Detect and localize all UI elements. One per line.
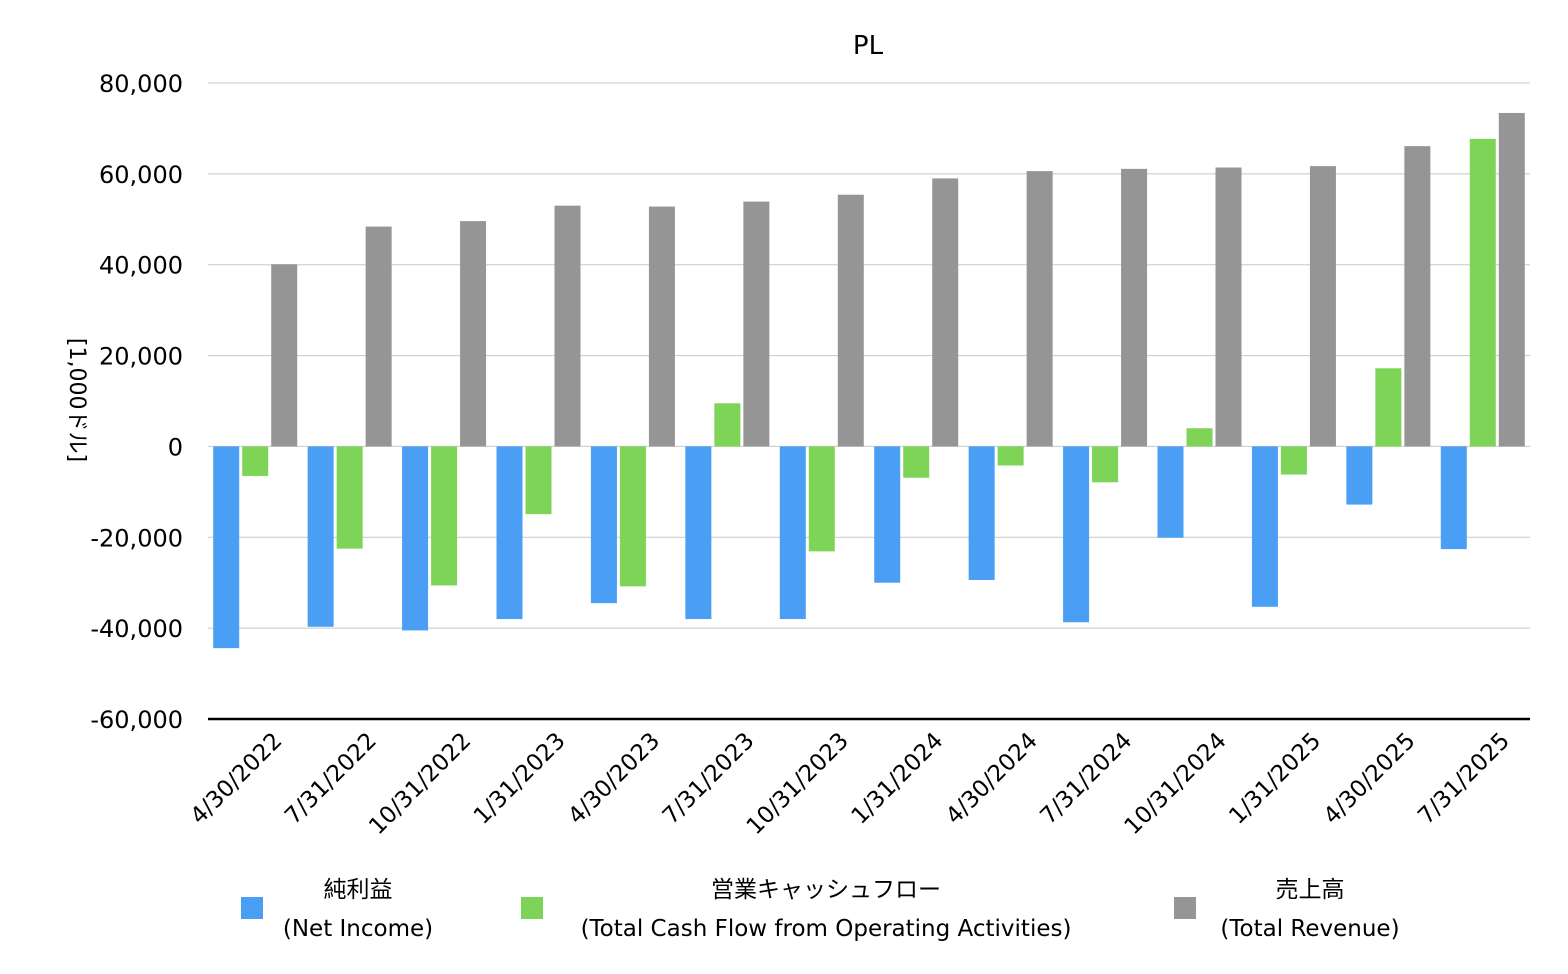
y-tick-label: -40,000	[90, 615, 183, 643]
x-tick-label: 4/30/2022	[186, 728, 288, 830]
bar-0-7	[874, 446, 901, 583]
legend-swatch-0	[241, 897, 263, 919]
y-tick-label: -20,000	[90, 524, 183, 552]
legend-label-2: 売上高	[1276, 877, 1345, 903]
bar-0-12	[1346, 446, 1373, 505]
bar-2-10	[1215, 167, 1242, 447]
x-tick-label: 7/31/2025	[1413, 728, 1515, 830]
bar-0-9	[1063, 446, 1090, 623]
bar-2-11	[1309, 166, 1336, 447]
bar-1-12	[1375, 368, 1402, 447]
bar-2-0	[271, 264, 298, 447]
bar-0-2	[402, 446, 429, 631]
bar-1-1	[336, 446, 363, 549]
bar-0-8	[968, 446, 995, 580]
x-tick-label: 7/31/2022	[280, 728, 382, 830]
bar-0-10	[1157, 446, 1184, 538]
x-tick-label: 1/31/2024	[847, 728, 949, 830]
bar-2-12	[1404, 146, 1431, 447]
bar-1-2	[431, 446, 458, 586]
chart-title: PL	[853, 31, 884, 61]
y-axis-ticks: 80,000 60,000 40,000 20,000 0 -20,000 -40,000 -…	[90, 70, 183, 734]
y-tick-label: 80,000	[99, 70, 183, 98]
bar-0-4	[590, 446, 617, 604]
x-tick-label: 4/30/2023	[563, 728, 665, 830]
legend-swatch-1	[521, 897, 543, 919]
bar-2-1	[365, 226, 392, 447]
legend-sublabel-1: (Total Cash Flow from Operating Activiti…	[581, 916, 1072, 942]
x-tick-label: 1/31/2023	[469, 728, 571, 830]
bar-0-6	[779, 446, 806, 620]
bar-0-1	[307, 446, 334, 627]
x-tick-label: 1/31/2025	[1224, 728, 1326, 830]
gridlines	[208, 82, 1530, 721]
x-tick-label: 4/30/2024	[941, 728, 1043, 830]
bar-1-13	[1469, 138, 1496, 447]
bar-2-3	[554, 205, 581, 447]
bar-2-8	[1026, 171, 1053, 447]
bar-1-7	[903, 446, 930, 478]
bar-2-7	[932, 178, 959, 447]
x-tick-label: 10/31/2022	[364, 728, 476, 840]
bar-2-5	[743, 201, 770, 447]
bar-1-3	[525, 446, 552, 515]
x-tick-label: 10/31/2024	[1120, 728, 1232, 840]
bar-1-5	[714, 403, 741, 447]
x-tick-label: 4/30/2025	[1319, 728, 1421, 830]
bar-1-4	[619, 446, 646, 587]
y-tick-label: 40,000	[99, 252, 183, 280]
x-axis-ticks: 4/30/20227/31/202210/31/20221/31/20234/3…	[186, 728, 1515, 840]
bar-1-6	[808, 446, 835, 552]
bar-0-5	[685, 446, 712, 620]
bar-2-13	[1498, 112, 1525, 447]
bar-1-8	[997, 446, 1024, 466]
bar-0-11	[1251, 446, 1278, 607]
bars	[213, 112, 1525, 649]
y-tick-label: 20,000	[99, 343, 183, 371]
bar-0-3	[496, 446, 523, 620]
y-axis-label: [1,000ドル]	[64, 338, 89, 462]
legend-label-0: 純利益	[324, 877, 393, 903]
bar-1-10	[1186, 428, 1213, 447]
bar-2-6	[837, 194, 864, 447]
bar-2-4	[648, 206, 675, 447]
x-tick-label: 7/31/2024	[1036, 728, 1138, 830]
bar-1-9	[1092, 446, 1119, 483]
y-tick-label: 60,000	[99, 161, 183, 189]
x-tick-label: 7/31/2023	[658, 728, 760, 830]
legend-label-1: 営業キャッシュフロー	[711, 877, 941, 903]
bar-1-0	[242, 446, 269, 476]
legend-sublabel-0: (Net Income)	[283, 916, 433, 942]
bar-2-2	[460, 221, 487, 447]
y-tick-label: -60,000	[90, 706, 183, 734]
bar-1-11	[1280, 446, 1307, 475]
x-tick-label: 10/31/2023	[742, 728, 854, 840]
bar-0-0	[213, 446, 240, 649]
y-tick-label: 0	[168, 433, 183, 461]
legend: 純利益 (Net Income) 営業キャッシュフロー (Total Cash Flo…	[241, 877, 1400, 942]
legend-sublabel-2: (Total Revenue)	[1220, 916, 1399, 942]
bar-2-9	[1121, 168, 1148, 447]
bar-0-13	[1440, 446, 1467, 550]
legend-swatch-2	[1174, 897, 1196, 919]
